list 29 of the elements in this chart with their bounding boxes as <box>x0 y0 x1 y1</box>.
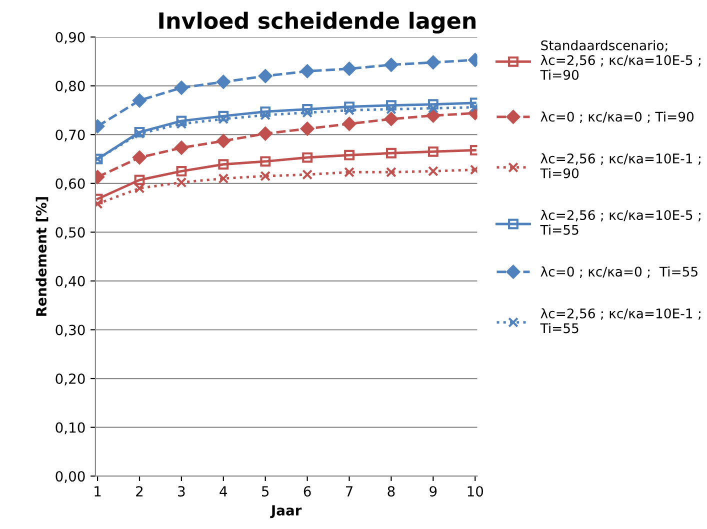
y-tick-label: 0,60 <box>56 178 85 190</box>
legend-label: λc=2,56 ; κc/κa=10E-1 ; Ti=90 <box>540 153 700 178</box>
legend-label: λc=2,56 ; κc/κa=10E-5 ; Ti=55 <box>540 210 700 235</box>
x-tick-label: 8 <box>388 486 395 497</box>
y-tick-label: 0,90 <box>56 32 85 44</box>
x-tick-label: 3 <box>178 486 185 497</box>
x-tick-label: 4 <box>220 486 228 496</box>
x-tick-label: 1 <box>94 486 101 496</box>
x-tick-label: 2 <box>136 486 143 496</box>
x-tick-label: 6 <box>304 486 311 497</box>
legend-label: λc=0 ; κc/κa=0 ; Ti=90 <box>540 111 694 124</box>
legend-label: λc=2,56 ; κc/κa=10E-1 ; Ti=55 <box>540 308 700 334</box>
y-tick-label: 0,10 <box>56 422 85 434</box>
legend-label: λc=0 ; κc/κa=0 ; Ti=55 <box>540 266 698 278</box>
y-tick-label: 0,50 <box>56 227 85 240</box>
y-tick-label: 0,70 <box>56 130 85 142</box>
chart-title: Invloed scheidende lagen <box>159 12 476 34</box>
x-tick-label: 5 <box>262 486 269 497</box>
y-tick-label: 0,20 <box>56 373 85 386</box>
legend-label: Standaardscenario; λc=2,56 ; κc/κa=10E-5 ; Ti=90 <box>540 40 700 80</box>
x-axis-title: Jaar <box>270 505 302 518</box>
y-tick-label: 0,40 <box>56 276 85 288</box>
y-tick-label: 0,80 <box>56 80 85 93</box>
y-axis-title: Rendement [%] <box>36 197 48 316</box>
x-tick-label: 9 <box>430 486 437 497</box>
y-tick-label: 0,30 <box>56 324 85 337</box>
y-tick-label: 0,00 <box>56 471 85 483</box>
x-tick-label: 10 <box>468 486 484 497</box>
x-tick-label: 7 <box>346 486 352 496</box>
